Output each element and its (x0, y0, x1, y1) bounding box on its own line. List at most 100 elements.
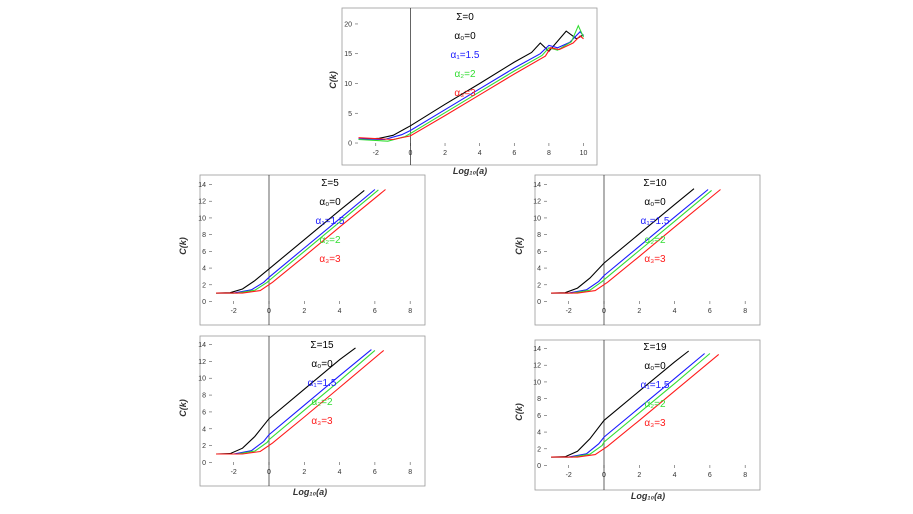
y-tick-label: 4 (537, 266, 541, 273)
x-tick-label: 4 (478, 150, 482, 157)
x-tick-label: -2 (373, 150, 379, 157)
x-tick-label: 2 (302, 308, 306, 315)
y-tick-label: 0 (202, 299, 206, 306)
x-tick-label: 8 (743, 472, 747, 479)
legend-alpha0: α₀=0 (644, 361, 666, 372)
x-tick-label: -2 (566, 308, 572, 315)
y-tick-label: 8 (202, 393, 206, 400)
y-tick-label: 15 (344, 51, 352, 58)
x-tick-label: -2 (231, 469, 237, 476)
y-tick-label: 12 (533, 363, 541, 370)
y-tick-label: 5 (348, 111, 352, 118)
series-line-alpha0 (551, 188, 695, 294)
legend-alpha3: α₃=3 (644, 254, 666, 265)
x-tick-label: 2 (443, 150, 447, 157)
y-tick-label: 10 (198, 376, 206, 383)
y-tick-label: 10 (533, 379, 541, 386)
legend-alpha3: α₃=3 (311, 416, 333, 427)
y-tick-label: 6 (537, 413, 541, 420)
x-tick-label: 4 (338, 308, 342, 315)
y-tick-label: 6 (202, 409, 206, 416)
legend-alpha0: α₀=0 (454, 31, 476, 42)
series-line-alpha3 (216, 349, 385, 455)
x-tick-label: 10 (580, 150, 588, 157)
legend-alpha3: α₃=3 (644, 418, 666, 429)
y-tick-label: 0 (537, 299, 541, 306)
legend-alpha2: α₂=2 (644, 235, 666, 246)
legend-alpha2: α₂=2 (644, 399, 666, 410)
y-tick-label: 2 (202, 443, 206, 450)
y-tick-label: 10 (344, 81, 352, 88)
series-line-alpha1 (216, 189, 376, 294)
chart-panel-1: -20246802468101214C(k)Ʃ=5α₀=0α₁=1.5α₂=2α… (178, 174, 426, 326)
y-axis-label: C(k) (514, 237, 524, 255)
chart-panel-4: -20246802468101214C(k)Log₁₀(a)Ʃ=19α₀=0α₁… (514, 339, 761, 501)
y-tick-label: 6 (537, 249, 541, 256)
x-tick-label: 8 (743, 308, 747, 315)
series-line-alpha3 (358, 35, 584, 141)
x-tick-label: 6 (373, 469, 377, 476)
series-line-alpha3 (551, 189, 721, 294)
panel-frame (534, 339, 761, 491)
chart-panel-3: -20246802468101214C(k)Log₁₀(a)Ʃ=15α₀=0α₁… (178, 335, 426, 497)
x-tick-label: 2 (637, 472, 641, 479)
y-tick-label: 20 (344, 21, 352, 28)
y-tick-label: 0 (202, 460, 206, 467)
y-tick-label: 2 (537, 282, 541, 289)
y-tick-label: 8 (537, 396, 541, 403)
legend-alpha1: α₁=1.5 (451, 50, 480, 61)
y-tick-label: 12 (198, 359, 206, 366)
x-tick-label: 6 (373, 308, 377, 315)
y-tick-label: 8 (202, 232, 206, 239)
chart-panel-0: -2024681005101520C(k)Log₁₀(a)Ʃ=0α₀=0α₁=1… (328, 7, 598, 176)
x-tick-label: 4 (338, 469, 342, 476)
series-line-alpha3 (551, 353, 720, 458)
legend-alpha0: α₀=0 (319, 197, 341, 208)
series-line-alpha1 (551, 353, 705, 458)
y-tick-label: 0 (348, 141, 352, 148)
y-tick-label: 10 (533, 215, 541, 222)
panel-frame (199, 335, 426, 487)
series-line-alpha0 (216, 189, 365, 294)
y-axis-label: C(k) (178, 399, 188, 417)
x-tick-label: 4 (673, 472, 677, 479)
panel-title: Ʃ=15 (310, 340, 334, 351)
series-line-alpha0 (358, 30, 584, 141)
y-axis-label: C(k) (328, 71, 338, 89)
legend-alpha2: α₂=2 (454, 69, 476, 80)
panel-title: Ʃ=19 (643, 342, 667, 353)
series-line-alpha3 (216, 189, 386, 294)
panel-title: Ʃ=5 (321, 178, 339, 189)
y-axis-label: C(k) (514, 403, 524, 421)
y-tick-label: 10 (198, 215, 206, 222)
x-tick-label: 6 (708, 472, 712, 479)
legend-alpha2: α₂=2 (319, 235, 341, 246)
y-tick-label: 14 (533, 182, 541, 189)
y-tick-label: 14 (533, 346, 541, 353)
x-tick-label: 2 (637, 308, 641, 315)
legend-alpha3: α₃=3 (454, 88, 476, 99)
y-tick-label: 0 (537, 463, 541, 470)
panel-title: Ʃ=10 (643, 178, 667, 189)
x-tick-label: -2 (231, 308, 237, 315)
y-tick-label: 2 (202, 282, 206, 289)
y-tick-label: 4 (202, 266, 206, 273)
legend-alpha1: α₁=1.5 (641, 216, 670, 227)
chart-panel-2: -20246802468101214C(k)Ʃ=10α₀=0α₁=1.5α₂=2… (514, 174, 761, 326)
x-tick-label: 6 (512, 150, 516, 157)
legend-alpha0: α₀=0 (644, 197, 666, 208)
y-tick-label: 12 (533, 199, 541, 206)
x-tick-label: 8 (408, 469, 412, 476)
y-tick-label: 14 (198, 182, 206, 189)
series-line-alpha0 (551, 350, 690, 458)
legend-alpha0: α₀=0 (311, 359, 333, 370)
y-tick-label: 4 (537, 430, 541, 437)
legend-alpha1: α₁=1.5 (641, 380, 670, 391)
legend-alpha1: α₁=1.5 (316, 216, 345, 227)
series-line-alpha1 (551, 189, 709, 294)
x-axis-label: Log₁₀(a) (453, 166, 487, 176)
y-tick-label: 12 (198, 199, 206, 206)
legend-alpha3: α₃=3 (319, 254, 341, 265)
y-axis-label: C(k) (178, 237, 188, 255)
panel-title: Ʃ=0 (456, 12, 474, 23)
